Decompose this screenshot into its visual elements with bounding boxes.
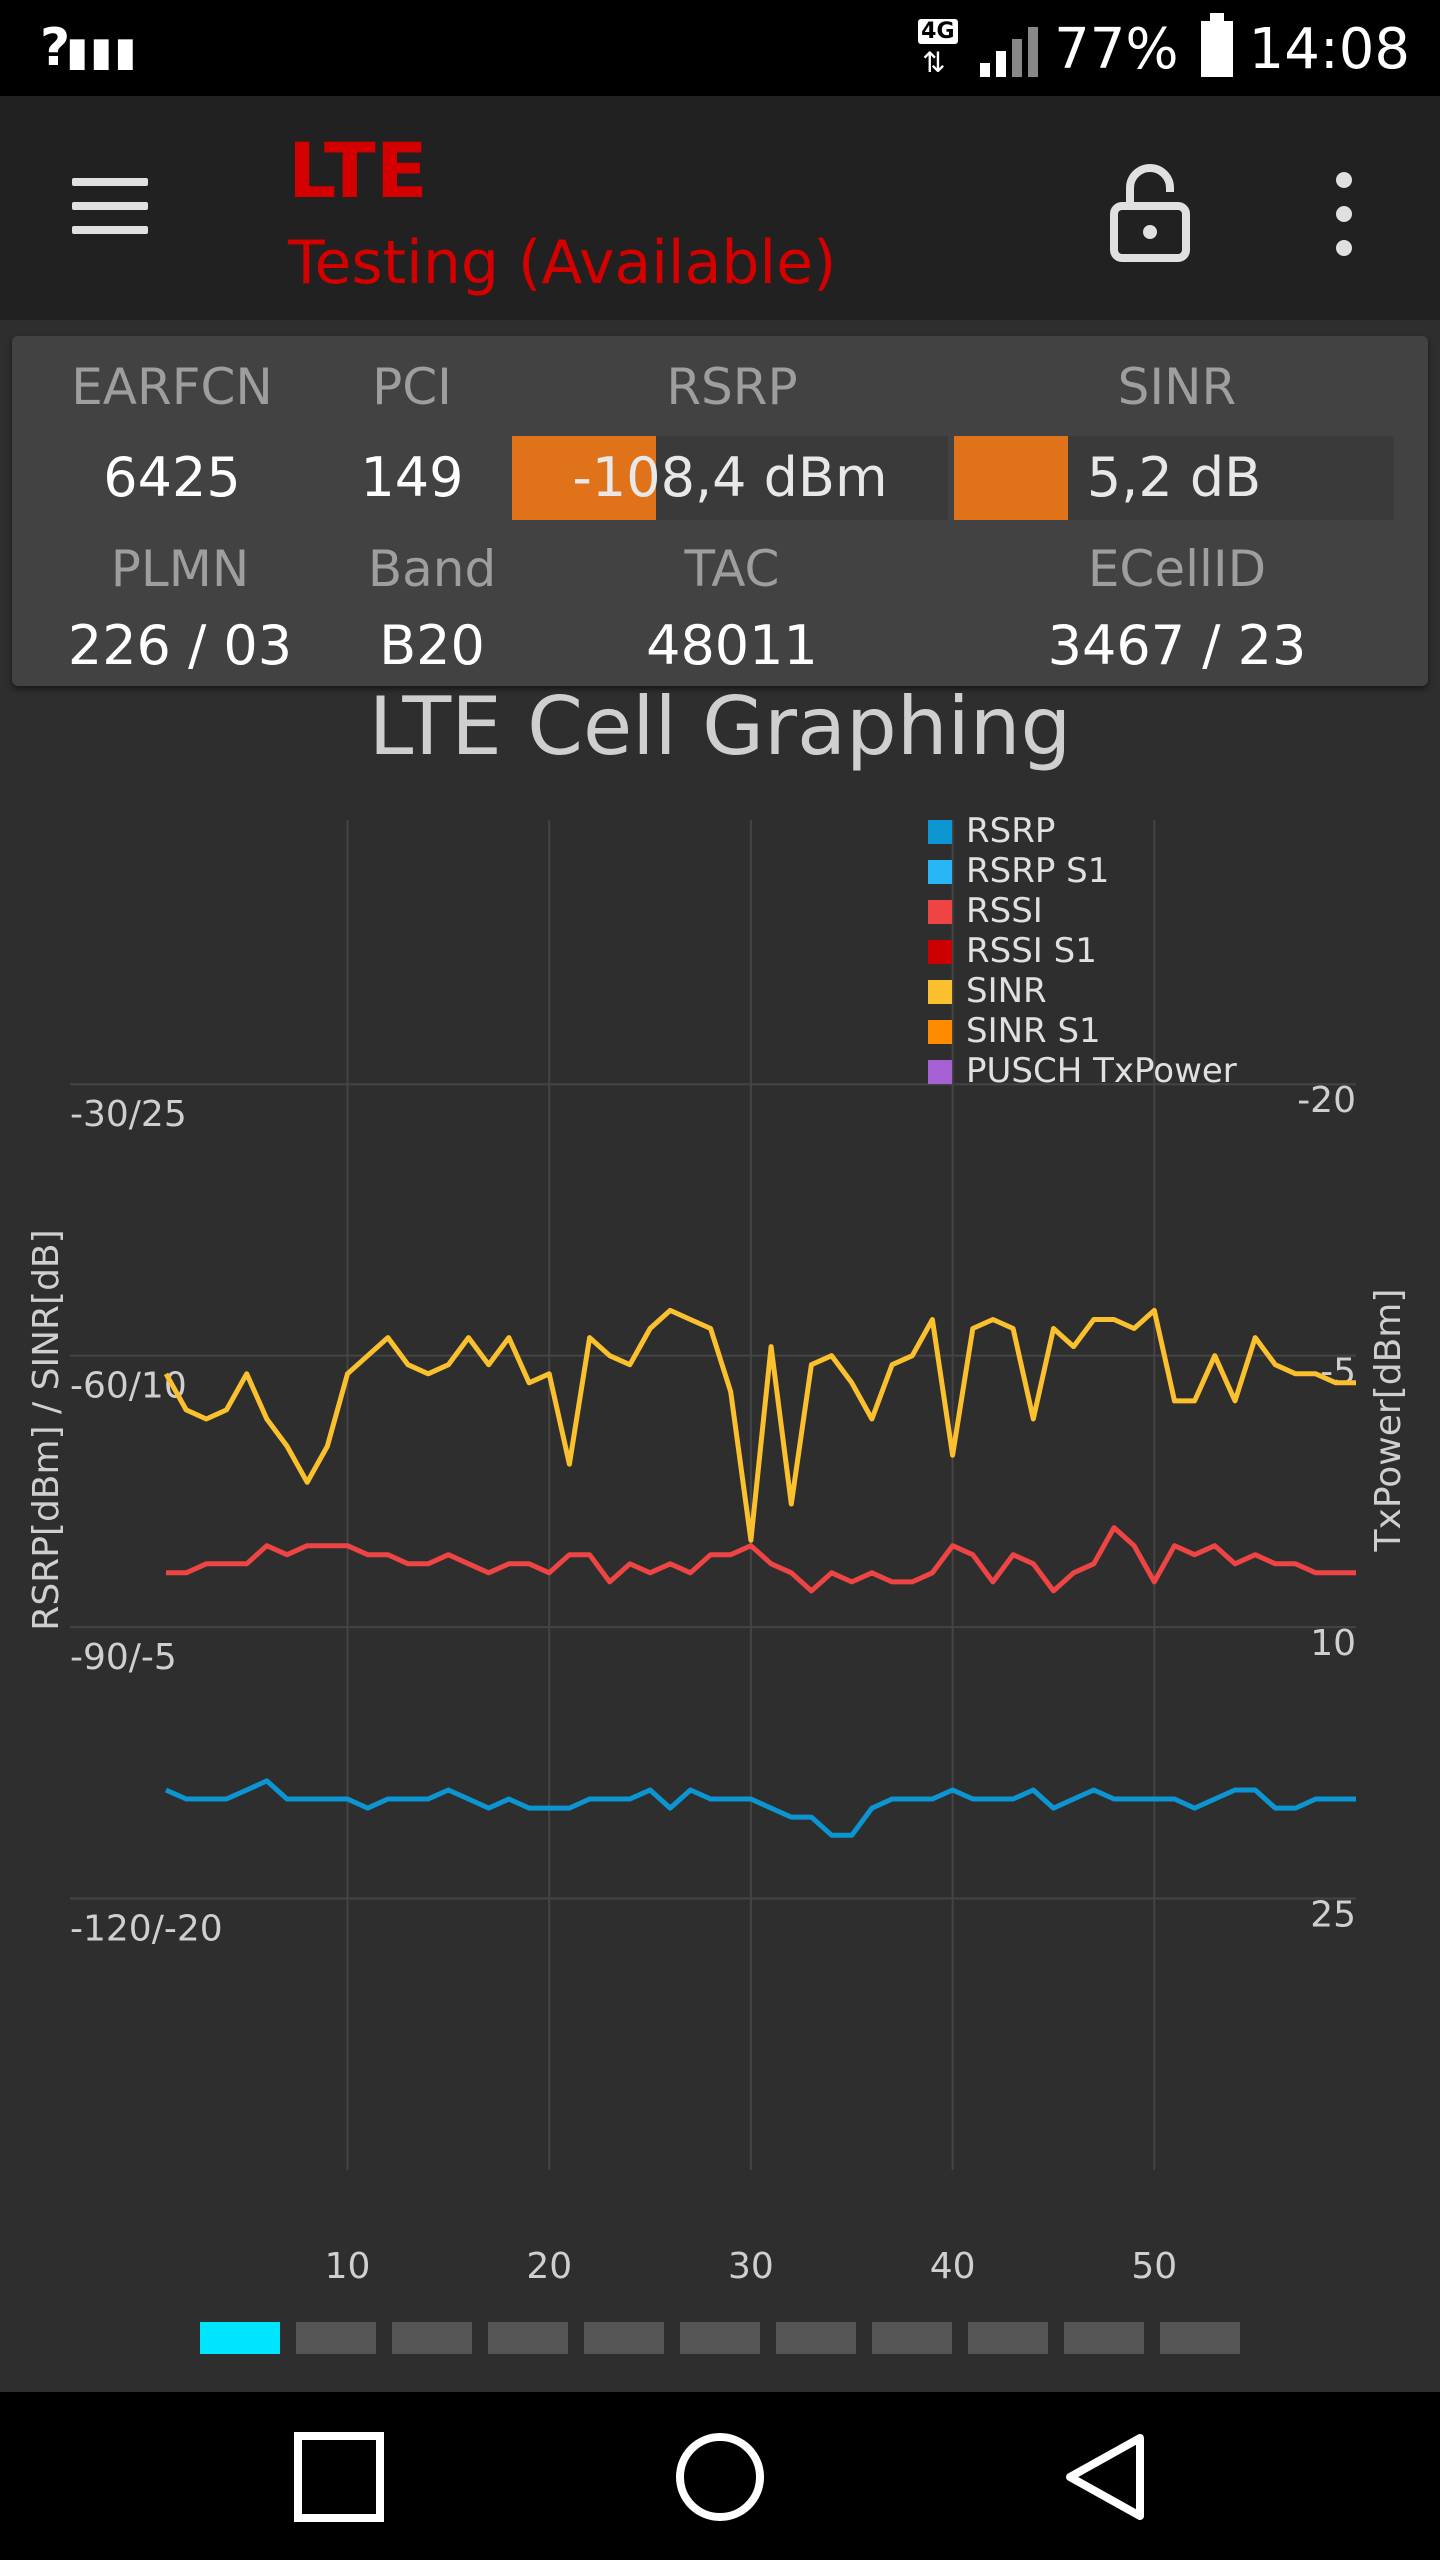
sinr-value: 5,2 dB <box>1086 446 1262 509</box>
series-line-rssi <box>166 1525 1356 1594</box>
sinr-meter-fill <box>954 436 1069 520</box>
legend-entry: RSSI S1 <box>966 931 1097 971</box>
legend-entry: PUSCH TxPower <box>966 1051 1237 1091</box>
lte-cell-graph: -30/25 -60/10 -90/-5 -120/-20 -20 -5 10 25 10 2… <box>26 811 1409 2287</box>
x-tick-label: 10 <box>325 2246 371 2287</box>
x-tick-label: 30 <box>728 2246 774 2287</box>
page-dot[interactable] <box>584 2322 664 2354</box>
legend-entry: RSRP S1 <box>966 851 1109 891</box>
legend-swatch <box>928 1020 952 1044</box>
y2-tick-label: 25 <box>1310 1895 1356 1936</box>
y-axis-right-ticks: -20 -5 10 25 <box>1297 1080 1356 1935</box>
app-bar: LTE Testing (Available) <box>0 96 1440 320</box>
back-triangle-icon[interactable] <box>1056 2432 1156 2522</box>
status-bar: ?▮▮▮ 4G ⇅ 77% 14:08 <box>0 0 1440 96</box>
y-axis-right-label: TxPower[dBm] <box>1368 1289 1409 1553</box>
plmn-value: 226 / 03 <box>67 614 293 677</box>
page-dot[interactable] <box>392 2322 472 2354</box>
series-line-sinr <box>163 1307 1356 1543</box>
home-circle-icon[interactable] <box>670 2432 770 2522</box>
rsrp-label: RSRP <box>666 358 798 416</box>
legend-swatch <box>928 900 952 924</box>
band-value: B20 <box>379 614 485 677</box>
y-axis-left-ticks: -30/25 -60/10 -90/-5 -120/-20 <box>70 1094 223 1949</box>
sinr-meter: 5,2 dB <box>954 436 1394 520</box>
y2-tick-label: -20 <box>1297 1080 1356 1121</box>
page-subtitle: Testing (Available) <box>288 228 837 298</box>
network-type-label: 4G <box>918 19 958 44</box>
more-vert-icon[interactable] <box>1320 172 1368 256</box>
legend-swatch <box>928 820 952 844</box>
menu-icon[interactable] <box>72 178 148 234</box>
page-dot[interactable] <box>872 2322 952 2354</box>
y-tick-label: -90/-5 <box>70 1637 177 1678</box>
page-dot[interactable] <box>680 2322 760 2354</box>
legend-entry: RSRP <box>966 811 1055 851</box>
legend-entry: RSSI <box>966 891 1043 931</box>
battery-icon <box>1200 13 1233 77</box>
y-tick-label: -120/-20 <box>70 1909 223 1950</box>
ecellid-value: 3467 / 23 <box>1047 614 1307 677</box>
page-dot[interactable] <box>1160 2322 1240 2354</box>
legend-swatch <box>928 940 952 964</box>
legend-swatch <box>928 1060 952 1084</box>
network-4g-icon: 4G ⇅ <box>918 19 964 77</box>
recents-square-icon[interactable] <box>290 2432 390 2522</box>
tac-label: TAC <box>684 540 780 598</box>
rsrp-value: -108,4 dBm <box>572 446 888 509</box>
x-tick-label: 40 <box>930 2246 976 2287</box>
band-label: Band <box>367 540 497 598</box>
status-right-group: 4G ⇅ 77% 14:08 <box>918 13 1410 84</box>
legend-swatch <box>928 860 952 884</box>
status-glyph: ? <box>40 18 70 78</box>
page-title: LTE <box>288 126 428 215</box>
legend-swatch <box>928 980 952 1004</box>
chart-grid <box>70 820 1356 2170</box>
sinr-label: SINR <box>1117 358 1237 416</box>
pci-value: 149 <box>360 446 464 509</box>
y-tick-label: -60/10 <box>70 1366 187 1407</box>
tac-value: 48011 <box>646 614 818 677</box>
battery-percent: 77% <box>1054 16 1179 82</box>
page-dot[interactable] <box>776 2322 856 2354</box>
y2-tick-label: -5 <box>1320 1352 1356 1393</box>
system-nav-bar <box>0 2392 1440 2560</box>
pci-label: PCI <box>372 358 452 416</box>
earfcn-label: EARFCN <box>71 358 273 416</box>
cell-signal-icon <box>980 21 1039 77</box>
page-indicator <box>0 2322 1440 2356</box>
rsrp-meter-fill <box>512 436 656 520</box>
page-dot[interactable] <box>1064 2322 1144 2354</box>
x-tick-label: 20 <box>526 2246 572 2287</box>
cell-info-panel: EARFCN PCI RSRP SINR 6425 149 -108,4 dBm… <box>12 336 1428 686</box>
no-sim-signal-icon: ?▮▮▮ <box>40 18 139 78</box>
plmn-label: PLMN <box>110 540 250 598</box>
x-axis-ticks: 10 20 30 40 50 <box>325 2246 1178 2287</box>
page-dot[interactable] <box>488 2322 568 2354</box>
lock-open-icon[interactable] <box>1110 162 1190 262</box>
earfcn-value: 6425 <box>103 446 241 509</box>
legend-entry: SINR <box>966 971 1047 1011</box>
clock: 14:08 <box>1248 16 1410 82</box>
legend-entry: SINR S1 <box>966 1011 1101 1051</box>
rsrp-meter: -108,4 dBm <box>512 436 948 520</box>
page-dot[interactable] <box>200 2322 280 2354</box>
y2-tick-label: 10 <box>1310 1623 1356 1664</box>
ecellid-label: ECellID <box>1087 540 1267 598</box>
y-axis-left-label: RSRP[dBm] / SINR[dB] <box>26 1229 67 1630</box>
page-dot[interactable] <box>296 2322 376 2354</box>
series-line-rsrp <box>164 1778 1356 1838</box>
chart-series <box>163 1307 1356 1838</box>
y-tick-label: -30/25 <box>70 1094 187 1135</box>
page-dot[interactable] <box>968 2322 1048 2354</box>
x-tick-label: 50 <box>1131 2246 1177 2287</box>
graph-title: LTE Cell Graphing <box>368 680 1072 773</box>
